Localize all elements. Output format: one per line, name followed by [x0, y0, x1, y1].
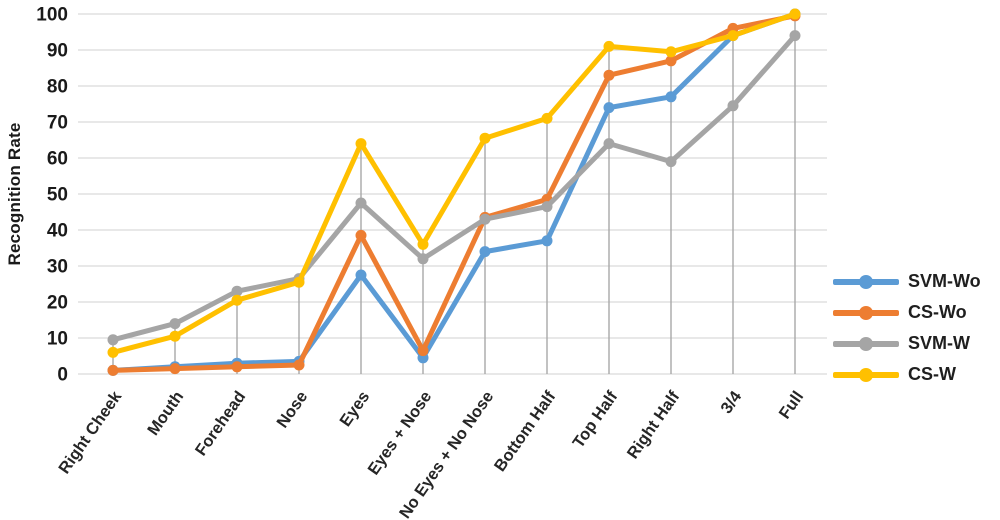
data-point: [665, 156, 677, 168]
y-tick-label: 60: [47, 149, 68, 170]
data-point: [355, 138, 367, 150]
y-tick-label: 40: [47, 221, 68, 242]
y-axis-title: Recognition Rate: [5, 122, 24, 266]
data-point: [789, 8, 801, 20]
y-tick-label: 30: [47, 257, 68, 278]
series-SVM-W: [107, 30, 801, 346]
x-category-label: Forehead: [192, 388, 249, 459]
y-axis-labels: 0 10 20 30 40 50 60 70 80 90 100: [36, 5, 68, 386]
legend-item-svm-wo: SVM-Wo: [833, 266, 981, 297]
data-point: [479, 132, 491, 144]
data-point: [541, 235, 553, 247]
legend-label: CS-Wo: [908, 302, 967, 322]
legend-label: SVM-W: [908, 333, 970, 353]
x-category-label: Full: [776, 388, 808, 422]
legend-line-marker-icon: [833, 336, 899, 351]
data-point: [169, 330, 181, 342]
data-point: [603, 102, 615, 114]
x-category-label: Eyes + Nose: [365, 388, 436, 478]
legend-item-cs-w: CS-W: [833, 359, 981, 390]
y-tick-label: 10: [47, 329, 68, 350]
data-point: [417, 345, 429, 357]
data-point: [107, 364, 119, 376]
data-point: [231, 361, 243, 373]
data-point: [603, 138, 615, 150]
data-point: [665, 91, 677, 103]
legend-label: SVM-Wo: [908, 271, 981, 291]
legend-line-marker-icon: [833, 367, 899, 382]
data-point: [107, 334, 119, 346]
data-point: [169, 363, 181, 375]
y-tick-label: 50: [47, 185, 68, 206]
data-point: [417, 253, 429, 265]
series-CS-W: [107, 8, 801, 358]
data-point: [665, 46, 677, 58]
data-point: [727, 30, 739, 42]
data-point: [603, 69, 615, 81]
data-point: [293, 359, 305, 371]
y-tick-label: 20: [47, 293, 68, 314]
data-point: [541, 112, 553, 124]
data-point: [417, 238, 429, 250]
chart-legend: SVM-Wo CS-Wo SVM-W CS-W: [833, 266, 981, 390]
data-point: [355, 229, 367, 241]
data-point: [541, 201, 553, 213]
x-category-label: Right Half: [624, 388, 684, 463]
data-point: [231, 285, 243, 297]
y-tick-label: 100: [36, 5, 68, 26]
x-category-label: Bottom Half: [491, 388, 560, 475]
x-category-label: Nose: [273, 388, 311, 431]
data-point: [603, 40, 615, 52]
legend-item-svm-w: SVM-W: [833, 328, 981, 359]
data-point: [355, 197, 367, 209]
legend-line-marker-icon: [833, 274, 899, 289]
x-category-label: Mouth: [144, 388, 187, 439]
legend-item-cs-wo: CS-Wo: [833, 297, 981, 328]
data-point: [789, 30, 801, 42]
y-tick-label: 90: [47, 41, 68, 62]
data-point: [231, 294, 243, 306]
data-point: [107, 346, 119, 358]
x-category-label: Eyes: [336, 388, 373, 430]
data-point: [479, 213, 491, 225]
legend-label: CS-W: [908, 364, 956, 384]
y-tick-label: 80: [47, 77, 68, 98]
data-point: [665, 55, 677, 67]
x-category-label: Right Cheek: [55, 387, 125, 477]
y-tick-label: 0: [57, 365, 68, 386]
legend-line-marker-icon: [833, 305, 899, 320]
y-tick-label: 70: [47, 113, 68, 134]
data-point: [293, 276, 305, 288]
data-point: [479, 246, 491, 258]
data-point: [727, 100, 739, 112]
x-category-label: 3/4: [717, 387, 745, 417]
x-category-label: Top Half: [569, 388, 621, 452]
data-point: [355, 269, 367, 281]
data-point: [169, 318, 181, 330]
